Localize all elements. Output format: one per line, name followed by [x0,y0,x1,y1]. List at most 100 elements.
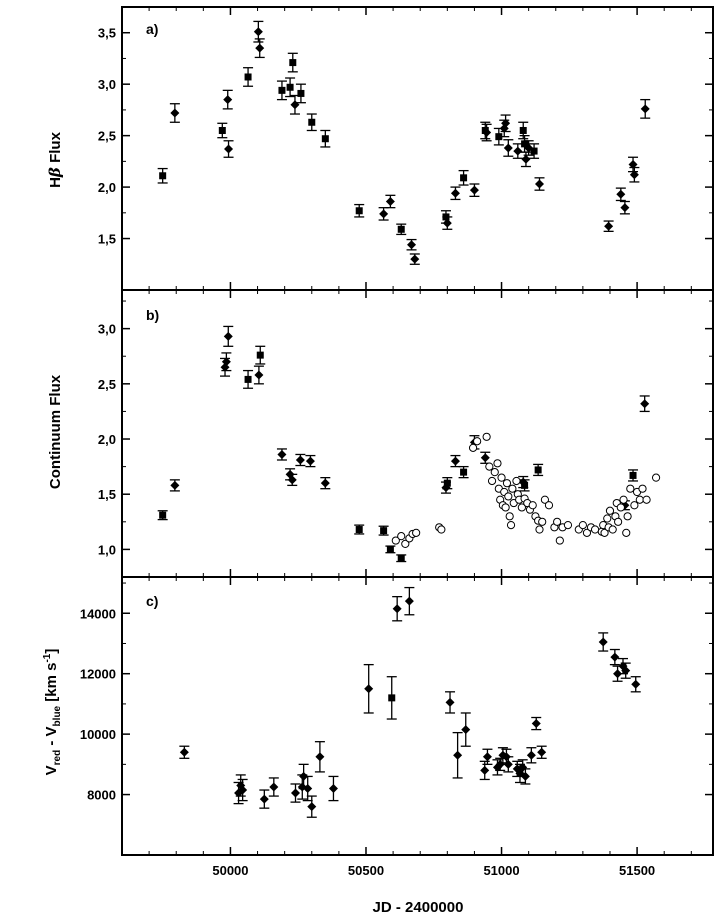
y-tick-label: 3,0 [98,322,116,337]
data-point-open [608,525,617,534]
data-point-open [401,539,410,548]
data-point-open [630,501,639,510]
data-point [640,104,650,114]
data-point-open [490,468,499,477]
data-point [628,159,638,169]
data-point-open [506,521,516,530]
data-point-open [578,521,587,530]
data-point [321,135,329,143]
data-point [297,89,305,97]
data-point [315,752,325,762]
data-point [290,100,300,110]
data-point-open [553,517,562,526]
y-tick-label: 3,0 [98,77,116,92]
y-tick-label: 2,0 [98,432,116,447]
data-point [503,759,513,769]
data-point [277,449,287,459]
data-point [629,170,639,180]
y-tick-label: 1,5 [98,487,116,502]
data-point [482,128,492,138]
panel-label-c: c) [146,593,158,609]
data-point-open [391,536,400,545]
data-point-open [638,484,647,493]
data-point-open [614,517,623,526]
data-point [256,351,264,359]
data-point [397,554,405,562]
data-point [526,750,536,760]
data-point-open [582,528,592,537]
data-point-open [603,514,612,523]
panel-c: c) Vred - Vblue [km s-1] 8000 10000 12000 1… [42,576,714,878]
panel-label-a: a) [146,21,158,37]
data-point [442,218,452,228]
data-point [223,95,233,105]
y-axis-label-a: Hβ Flux [46,131,64,187]
data-point [392,604,402,614]
y-tick-label: 10000 [80,727,116,742]
data-point [445,697,455,707]
data-point [495,133,503,141]
data-point [521,481,529,489]
data-point [224,144,234,154]
data-point [410,254,420,264]
data-point [450,188,460,198]
data-point [305,456,315,466]
y-axis-label-b: Continuum Flux [47,374,64,489]
data-point [289,59,297,67]
y-tick-label: 1,0 [98,542,116,557]
data-point [291,788,301,798]
data-point [620,203,630,213]
data-point-open [468,443,478,452]
data-point [460,468,468,476]
data-point [355,526,363,534]
data-point-open [635,495,644,504]
data-point [482,752,492,762]
data-point [453,750,463,760]
data-point [503,143,513,153]
data-point [159,172,167,180]
data-point-open [504,492,513,501]
y-tick-label: 1,5 [98,232,116,247]
data-point-open [619,495,628,504]
data-point [364,684,374,694]
data-point [531,719,541,729]
data-point [307,802,317,812]
data-point [501,118,511,128]
data-point [170,480,180,490]
data-point [287,475,297,485]
data-point [598,637,608,647]
data-point [450,456,460,466]
plot-frame [121,576,714,856]
data-point-open [502,479,512,488]
data-point [443,479,451,487]
data-point [537,747,547,757]
data-point [254,370,264,380]
data-point [170,108,180,118]
data-point [521,140,529,148]
data-point-open [397,532,406,541]
data-point-open [508,484,517,493]
data-point-open [412,528,421,537]
data-point [308,118,316,126]
data-point [621,666,631,676]
data-point [404,596,414,606]
y-tick-label: 12000 [80,667,116,682]
data-point-open [538,517,547,526]
data-point [480,765,490,775]
data-point [179,747,189,757]
y-tick-label: 14000 [80,606,116,621]
data-point [480,453,490,463]
data-point-open [517,503,526,512]
data-point [386,545,394,553]
data-point-open [622,528,631,537]
data-point [221,357,231,367]
data-point [610,652,620,662]
data-point [223,331,233,341]
data-point [269,782,279,792]
data-point [286,83,294,91]
data-point [355,207,363,215]
data-point [469,185,479,195]
data-point [259,794,269,804]
data-point [303,784,313,794]
